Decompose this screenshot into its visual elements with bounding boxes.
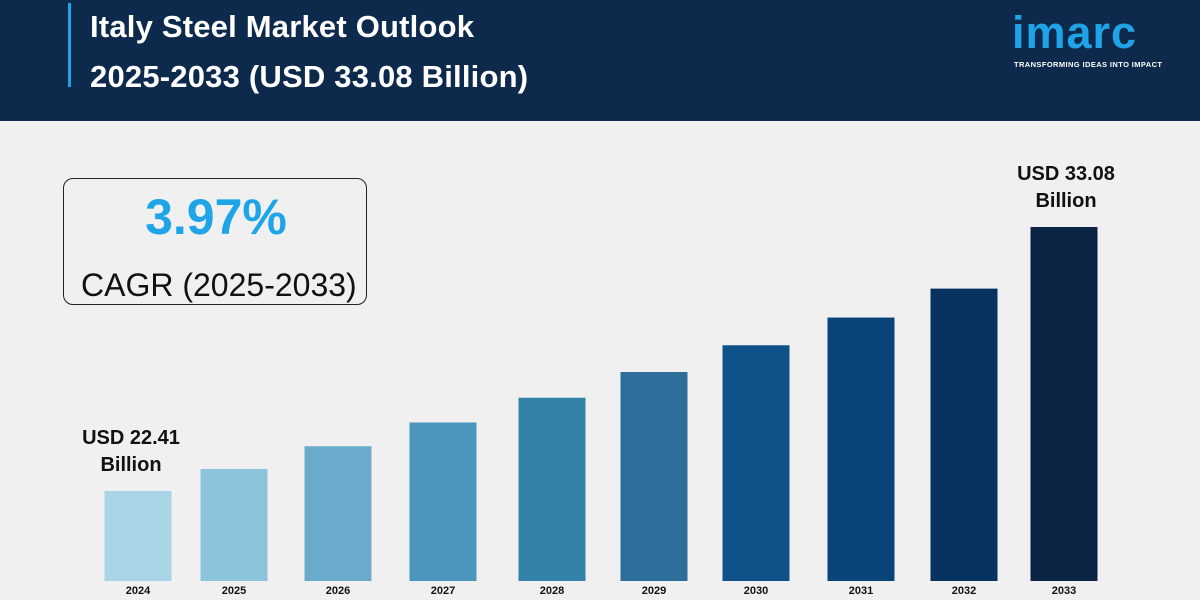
bar-2024	[104, 491, 172, 581]
logo-tagline: TRANSFORMING IDEAS INTO IMPACT	[1014, 60, 1163, 69]
x-tick-2026: 2026	[326, 585, 350, 597]
page-title: Italy Steel Market Outlook 2025-2033 (US…	[90, 2, 528, 102]
x-tick-2031: 2031	[849, 585, 873, 597]
x-tick-2029: 2029	[642, 585, 666, 597]
imarc-logo: imarc TRANSFORMING IDEAS INTO IMPACT	[1012, 5, 1182, 75]
title-line-2: 2025-2033 (USD 33.08 Billion)	[90, 59, 529, 94]
x-tick-2025: 2025	[222, 585, 246, 597]
bar-2026	[304, 446, 372, 581]
header-banner: Italy Steel Market Outlook 2025-2033 (US…	[0, 0, 1200, 121]
bar-2032	[930, 288, 998, 581]
x-tick-2024: 2024	[126, 585, 151, 597]
x-tick-2028: 2028	[540, 585, 564, 597]
bar-2029	[620, 371, 688, 581]
title-line-1: Italy Steel Market Outlook	[90, 9, 475, 44]
cagr-value: 3.97%	[145, 189, 287, 245]
last-bar-value-label-line-1: USD 33.08	[1017, 163, 1115, 185]
bar-2027	[409, 422, 477, 581]
cagr-label: CAGR (2025-2033)	[81, 267, 357, 303]
last-bar-value-label-line-2: Billion	[1035, 190, 1096, 212]
x-tick-2033: 2033	[1052, 585, 1076, 597]
x-tick-2027: 2027	[431, 585, 455, 597]
bar-2025	[200, 468, 268, 581]
market-bar-chart: 2024 2025 2026 2027 2028 2029 2030 2031 2032 2033…	[82, 163, 1115, 597]
cagr-callout: 3.97% CAGR (2025-2033)	[63, 178, 367, 305]
x-tick-2030: 2030	[744, 585, 768, 597]
bar-2030	[722, 345, 790, 581]
bar-2031	[827, 317, 895, 581]
title-accent-bar	[68, 3, 71, 87]
logo-wordmark: imarc	[1012, 7, 1138, 58]
bar-2028	[518, 397, 586, 581]
first-bar-value-label-line-1: USD 22.41	[82, 427, 180, 449]
first-bar-value-label-line-2: Billion	[100, 454, 161, 476]
bar-2033	[1030, 227, 1098, 581]
x-tick-2032: 2032	[952, 585, 976, 597]
